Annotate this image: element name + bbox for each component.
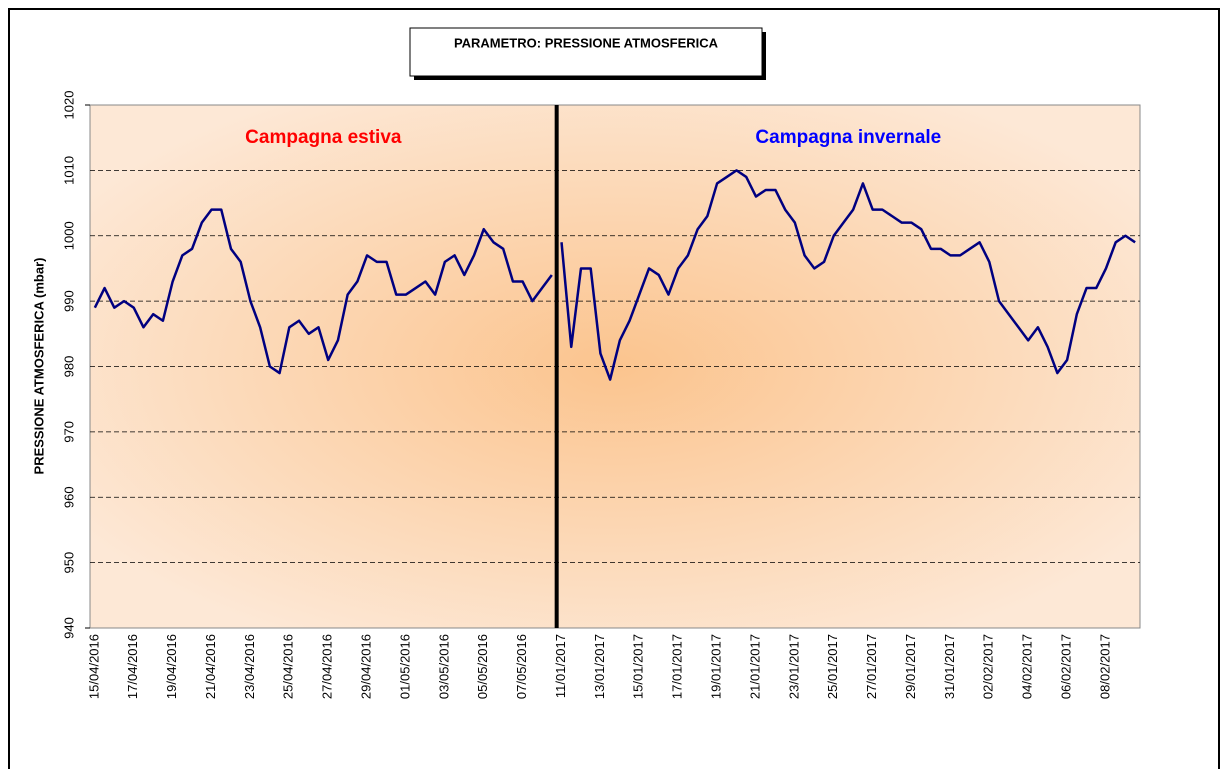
x-tick-label: 08/02/2017 (1097, 634, 1112, 699)
x-tick-label: 31/01/2017 (942, 634, 957, 699)
x-tick-label: 03/05/2016 (436, 634, 451, 699)
x-tick-label: 11/01/2017 (553, 634, 568, 698)
x-tick-label: 07/05/2016 (514, 634, 529, 699)
campaign-label: Campagna invernale (755, 127, 941, 148)
x-tick-label: 23/01/2017 (786, 634, 801, 699)
x-tick-label: 21/04/2016 (203, 634, 218, 699)
x-tick-label: 19/01/2017 (709, 634, 724, 699)
x-tick-label: 17/01/2017 (670, 634, 685, 699)
x-tick-label: 13/01/2017 (592, 634, 607, 699)
x-tick-label: 15/01/2017 (631, 634, 646, 699)
x-tick-label: 23/04/2016 (242, 634, 257, 699)
y-tick-label: 1010 (61, 156, 76, 185)
x-tick-label: 19/04/2016 (164, 634, 179, 699)
y-tick-label: 990 (61, 290, 76, 312)
x-tick-label: 01/05/2016 (397, 634, 412, 699)
x-tick-label: 05/05/2016 (475, 634, 490, 699)
x-tick-label: 27/01/2017 (864, 634, 879, 699)
pressure-line (560, 169, 1136, 381)
x-tick-label: 06/02/2017 (1059, 634, 1074, 699)
y-tick-label: 940 (61, 617, 76, 639)
title-box (409, 27, 763, 77)
x-tick-label: 25/01/2017 (825, 634, 840, 699)
x-tick-label: 29/04/2016 (359, 634, 374, 699)
frame (8, 8, 1220, 769)
y-tick-label: 980 (61, 356, 76, 378)
x-tick-label: 21/01/2017 (747, 634, 762, 699)
x-tick-label: 17/04/2016 (125, 634, 140, 699)
y-tick-label: 950 (61, 552, 76, 574)
chart-title: PARAMETRO: PRESSIONE ATMOSFERICA (454, 35, 719, 50)
y-tick-label: 970 (61, 421, 76, 443)
y-axis-title: PRESSIONE ATMOSFERICA (mbar) (31, 258, 46, 475)
y-tick-label: 1000 (61, 221, 76, 250)
x-tick-label: 27/04/2016 (320, 634, 335, 699)
x-tick-label: 02/02/2017 (981, 634, 996, 699)
pressure-line (93, 208, 553, 375)
x-tick-label: 25/04/2016 (281, 634, 296, 699)
x-tick-label: 29/01/2017 (903, 634, 918, 699)
campaign-label: Campagna estiva (245, 127, 402, 148)
x-tick-label: 04/02/2017 (1020, 634, 1035, 699)
x-tick-label: 15/04/2016 (86, 634, 101, 699)
y-tick-label: 1020 (61, 91, 76, 120)
y-tick-label: 960 (61, 486, 76, 508)
